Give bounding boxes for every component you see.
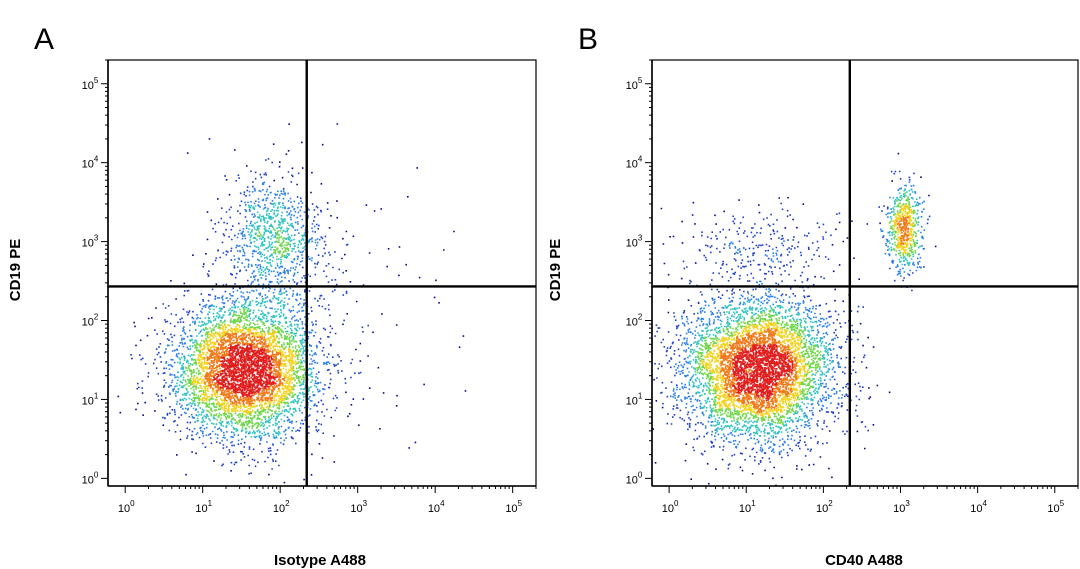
panel-a-x-axis-label: Isotype A488 (274, 552, 366, 569)
panel-a-x-tick-label: 100 (118, 499, 135, 515)
panel-a-events (117, 123, 467, 484)
panel-a-x-tick-label: 102 (273, 499, 290, 515)
panel-b-y-tick-label: 104 (626, 155, 643, 171)
panel-a-y-tick-label: 101 (82, 391, 99, 407)
panel-a-y-tick-label: 103 (82, 234, 99, 250)
panel-b-event-density-5 (701, 204, 914, 418)
panel-a-event-density-0 (117, 123, 467, 484)
panel-b-events (652, 152, 937, 487)
panel-a-y-tick-label: 105 (82, 76, 99, 92)
panel-a-letter: A (34, 23, 54, 56)
panel-b-x-tick-label: 102 (816, 499, 833, 515)
panel-b-event-density-1 (654, 170, 931, 470)
panel-b-y-tick-label: 101 (626, 391, 643, 407)
panel-a-plot-frame (107, 59, 537, 487)
panel-b-x-tick-label: 103 (893, 499, 910, 515)
panel-b-y-tick-label: 105 (626, 76, 643, 92)
panel-a-x-tick-label: 101 (195, 499, 212, 515)
panel-a-ticks: 100 101 102 103 104 105 100 101 102 103 104 105 (82, 59, 537, 515)
panel-a-x-tick-label: 104 (428, 499, 445, 515)
panel-a-event-density-7 (212, 344, 278, 398)
panel-a-y-tick-label: 100 (82, 470, 99, 486)
panel-a-x-tick-label: 103 (350, 499, 367, 515)
panel-a-x-tick-label: 105 (505, 499, 522, 515)
panel-b-y-tick-label: 100 (626, 470, 643, 486)
panel-b-y-tick-label: 103 (626, 234, 643, 250)
panel-a-y-tick-label: 104 (82, 155, 99, 171)
panel-b-x-tick-label: 101 (739, 499, 756, 515)
panel-b-event-density-3 (688, 188, 921, 438)
panel-a-event-density-4 (184, 228, 306, 430)
panel-b-event-density-4 (696, 192, 918, 426)
panel-b-plot-area: 100 101 102 103 104 105 100 101 102 103 104 105 (626, 59, 1079, 515)
panel-b-plot-frame (651, 59, 1079, 487)
panel-b-y-axis-label: CD19 PE (547, 239, 564, 302)
panel-a: A 100 101 102 103 104 105 100 101 102 103 104 105 C… (7, 23, 537, 569)
panel-b-x-tick-label: 104 (970, 499, 987, 515)
panel-b-ticks: 100 101 102 103 104 105 100 101 102 103 104 105 (626, 59, 1079, 515)
panel-b-x-tick-label: 100 (662, 499, 679, 515)
panel-b-y-tick-label: 102 (626, 313, 643, 329)
panel-b-x-tick-label: 105 (1047, 499, 1064, 515)
panel-a-y-axis-label: CD19 PE (7, 239, 24, 302)
panel-b-letter: B (578, 23, 598, 56)
panel-b-event-density-6 (720, 216, 910, 414)
panel-a-plot-area: 100 101 102 103 104 105 100 101 102 103 104 105 (82, 59, 537, 515)
panel-b-event-density-7 (732, 344, 794, 402)
panel-b: B 100 101 102 103 104 105 100 101 102 103 104 105 C… (547, 23, 1079, 569)
panel-b-x-axis-label: CD40 A488 (825, 552, 903, 569)
panel-a-y-tick-label: 102 (82, 313, 99, 329)
